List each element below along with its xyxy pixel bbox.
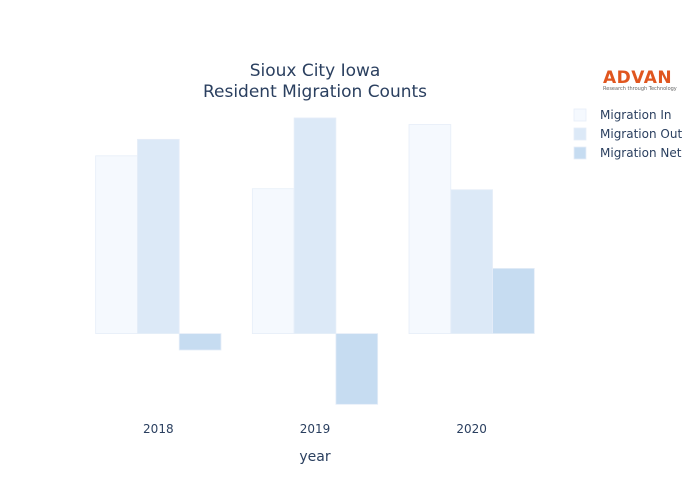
- legend-label: Migration Out: [600, 127, 682, 141]
- bar-migration-out-2018[interactable]: [137, 138, 180, 334]
- legend-swatch: [573, 146, 587, 160]
- chart-title-line-1: Sioux City Iowa: [250, 61, 381, 81]
- legend-item-migration-out[interactable]: Migration Out: [573, 127, 682, 141]
- bar-migration-out-2020[interactable]: [450, 189, 493, 334]
- legend-label: Migration Net: [600, 146, 682, 160]
- legend-item-migration-in[interactable]: Migration In: [573, 108, 672, 122]
- bar-migration-net-2019[interactable]: [335, 333, 379, 405]
- bar-migration-net-2018[interactable]: [178, 333, 222, 351]
- logo-wordmark: ADVAN: [603, 68, 672, 88]
- x-axis-title: year: [299, 449, 330, 465]
- bars: [95, 117, 535, 405]
- bar-migration-out-2019[interactable]: [293, 117, 337, 334]
- chart-title-line-2: Resident Migration Counts: [203, 82, 427, 102]
- bar-migration-in-2018[interactable]: [95, 155, 138, 334]
- x-tick-labels: 2018 2019 2020: [143, 422, 487, 436]
- legend[interactable]: Migration In Migration Out Migration Net: [573, 108, 682, 160]
- legend-item-migration-net[interactable]: Migration Net: [573, 146, 682, 160]
- logo-tagline: Research through Technology: [603, 86, 677, 92]
- x-tick-2018: 2018: [143, 422, 174, 436]
- x-tick-2019: 2019: [300, 422, 331, 436]
- legend-swatch: [573, 108, 587, 122]
- legend-label: Migration In: [600, 108, 672, 122]
- bar-migration-in-2020[interactable]: [408, 124, 452, 334]
- bar-migration-net-2020[interactable]: [492, 267, 535, 334]
- advan-logo: ADVAN Research through Technology: [603, 68, 677, 92]
- bar-migration-in-2019[interactable]: [251, 188, 295, 334]
- x-tick-2020: 2020: [456, 422, 487, 436]
- legend-swatch: [573, 127, 587, 141]
